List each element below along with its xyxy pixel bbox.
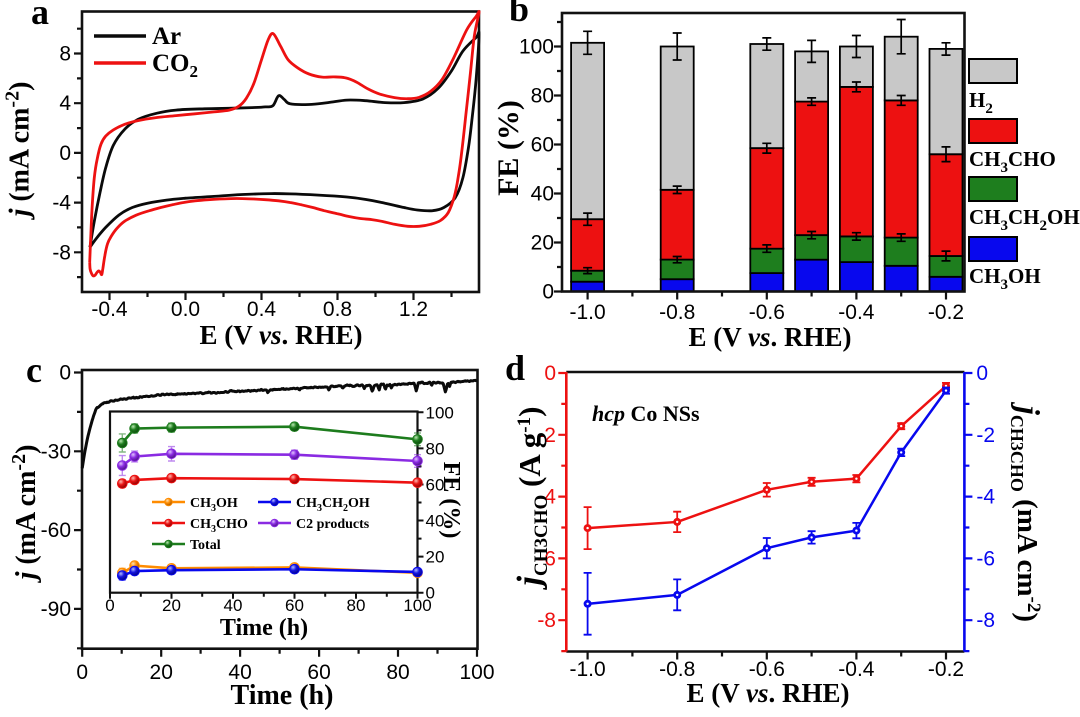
svg-text:4: 4 (59, 92, 71, 115)
svg-text:60: 60 (426, 476, 445, 495)
svg-text:80: 80 (347, 596, 366, 615)
svg-text:20: 20 (426, 548, 445, 567)
svg-text:0.4: 0.4 (247, 298, 277, 321)
svg-text:E (V vs. RHE): E (V vs. RHE) (686, 678, 849, 708)
svg-text:80: 80 (531, 85, 554, 108)
svg-text:Time (h): Time (h) (231, 680, 334, 711)
svg-text:-4: -4 (537, 486, 556, 509)
svg-text:-0.6: -0.6 (749, 658, 785, 681)
svg-text:0: 0 (976, 362, 988, 385)
svg-text:-1.0: -1.0 (570, 301, 606, 324)
svg-text:-1.0: -1.0 (570, 658, 606, 681)
svg-text:-0.2: -0.2 (928, 301, 964, 324)
svg-text:-0.4: -0.4 (838, 658, 875, 681)
svg-text:-8: -8 (537, 609, 556, 632)
svg-text:-30: -30 (41, 440, 71, 463)
svg-text:80: 80 (386, 661, 409, 684)
svg-text:0.8: 0.8 (323, 298, 352, 321)
svg-text:-8: -8 (52, 241, 71, 264)
svg-text:8: 8 (59, 43, 71, 66)
svg-text:0.0: 0.0 (171, 298, 200, 321)
svg-text:0: 0 (542, 281, 554, 304)
svg-text:-0.4: -0.4 (838, 301, 875, 324)
svg-text:40: 40 (228, 661, 251, 684)
svg-text:-8: -8 (976, 609, 995, 632)
svg-text:20: 20 (150, 661, 173, 684)
svg-text:-0.4: -0.4 (91, 298, 128, 321)
svg-text:-4: -4 (52, 192, 71, 215)
svg-text:FE (%): FE (%) (492, 100, 525, 196)
svg-text:60: 60 (285, 596, 304, 615)
svg-text:-90: -90 (41, 598, 71, 621)
svg-text:Ar: Ar (152, 23, 181, 50)
svg-text:-0.2: -0.2 (928, 658, 964, 681)
svg-text:-2: -2 (976, 424, 995, 447)
svg-text:-2: -2 (537, 424, 556, 447)
svg-text:0: 0 (59, 142, 71, 165)
svg-text:FE (%): FE (%) (438, 462, 464, 539)
svg-text:0: 0 (544, 362, 556, 385)
svg-text:CH3OH: CH3OH (190, 496, 238, 514)
svg-text:hcp Co NSs: hcp Co NSs (592, 401, 700, 426)
svg-text:c: c (26, 350, 42, 390)
svg-text:40: 40 (224, 596, 243, 615)
svg-text:-6: -6 (537, 547, 556, 570)
svg-text:100: 100 (459, 661, 494, 684)
svg-text:C2 products: C2 products (296, 517, 370, 532)
svg-text:40: 40 (426, 512, 445, 531)
svg-text:60: 60 (531, 134, 554, 157)
svg-text:20: 20 (531, 232, 554, 255)
svg-text:100: 100 (519, 36, 554, 59)
svg-text:100: 100 (426, 403, 454, 422)
svg-text:100: 100 (403, 596, 431, 615)
svg-text:0: 0 (105, 596, 114, 615)
svg-text:CH3CH2OH: CH3CH2OH (296, 496, 370, 514)
svg-text:E (V vs. RHE): E (V vs. RHE) (199, 320, 362, 350)
svg-text:d: d (505, 348, 525, 388)
svg-text:-0.8: -0.8 (659, 658, 695, 681)
svg-text:20: 20 (162, 596, 181, 615)
svg-text:0: 0 (76, 661, 88, 684)
svg-text:Total: Total (190, 538, 221, 553)
svg-text:Time (h): Time (h) (220, 615, 308, 641)
svg-text:a: a (31, 0, 49, 32)
svg-text:-4: -4 (976, 486, 995, 509)
svg-text:CH3CHO: CH3CHO (190, 517, 248, 535)
svg-text:60: 60 (307, 661, 330, 684)
svg-text:40: 40 (531, 183, 554, 206)
svg-text:-60: -60 (41, 519, 71, 542)
svg-text:1.2: 1.2 (399, 298, 428, 321)
svg-text:0: 0 (59, 362, 71, 385)
svg-text:-6: -6 (976, 547, 995, 570)
svg-text:0: 0 (426, 584, 435, 603)
svg-text:b: b (509, 0, 529, 29)
svg-text:-0.6: -0.6 (749, 301, 785, 324)
svg-text:-0.8: -0.8 (659, 301, 695, 324)
svg-text:80: 80 (426, 439, 445, 458)
svg-text:E (V vs. RHE): E (V vs. RHE) (688, 322, 851, 352)
